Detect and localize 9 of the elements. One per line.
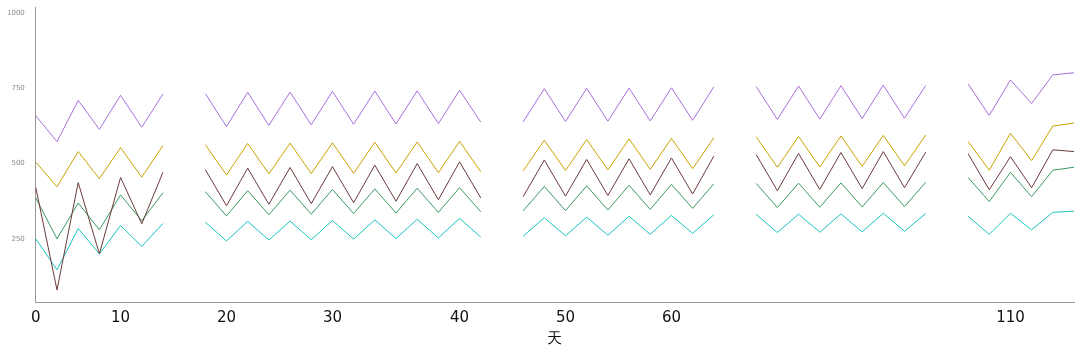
x-axis-title: 天 <box>547 328 563 347</box>
x-tick-label: 10 <box>111 307 131 326</box>
x-tick-label: 20 <box>216 307 237 326</box>
x-tick-label: 0 <box>31 307 41 326</box>
x-tick-label: 30 <box>322 307 342 326</box>
x-tick-label: 110 <box>996 307 1025 326</box>
x-tick-label: 60 <box>661 307 681 326</box>
x-tick-label: 40 <box>450 307 470 326</box>
x-tick-label: 50 <box>555 307 576 326</box>
